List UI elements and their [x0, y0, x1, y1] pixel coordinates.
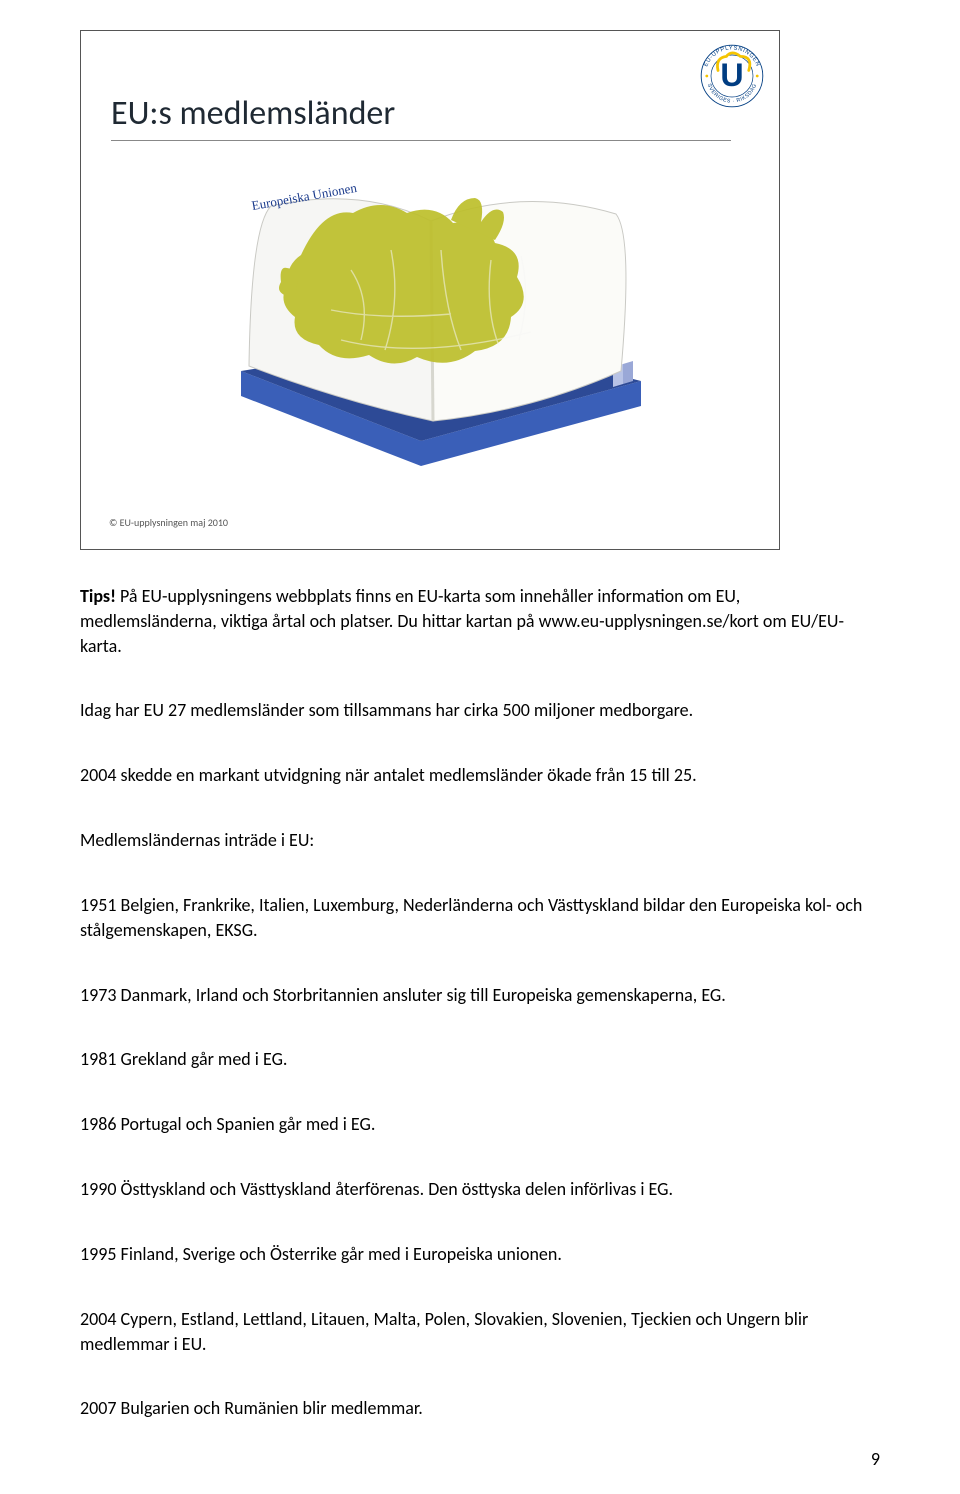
body-text: Tips! På EU-upplysningens webbplats finn…	[80, 584, 880, 1441]
paragraph-5: 1951 Belgien, Frankrike, Italien, Luxemb…	[80, 893, 880, 963]
paragraph-8: 1986 Portugal och Spanien går med i EG.	[80, 1112, 880, 1157]
paragraph-4: Medlemsländernas inträde i EU:	[80, 828, 880, 873]
paragraph-11: 2004 Cypern, Estland, Lettland, Litauen,…	[80, 1307, 880, 1377]
paragraph-6: 1973 Danmark, Irland och Storbritannien …	[80, 983, 880, 1028]
paragraph-2: Idag har EU 27 medlemsländer som tillsam…	[80, 698, 880, 743]
slide-title: EU:s medlemsländer	[111, 93, 731, 141]
slide-frame: EU-UPPLYSNINGEN SVERIGES · RIKSDAG U EU:…	[80, 30, 780, 550]
page-number: 9	[871, 1448, 880, 1470]
open-book-illustration	[221, 166, 661, 486]
paragraph-10: 1995 Finland, Sverige och Österrike går …	[80, 1242, 880, 1287]
tip-body: På EU-upplysningens webbplats finns en E…	[80, 585, 844, 657]
paragraph-3: 2004 skedde en markant utvidgning när an…	[80, 763, 880, 808]
svg-text:U: U	[720, 57, 743, 93]
page: EU-UPPLYSNINGEN SVERIGES · RIKSDAG U EU:…	[0, 0, 960, 1494]
tip-label: Tips!	[80, 585, 116, 607]
slide-copyright: © EU-upplysningen maj 2010	[109, 516, 228, 529]
paragraph-9: 1990 Östtyskland och Västtyskland återfö…	[80, 1177, 880, 1222]
paragraph-7: 1981 Grekland går med i EG.	[80, 1047, 880, 1092]
tip-paragraph: Tips! På EU-upplysningens webbplats finn…	[80, 584, 880, 678]
paragraph-12: 2007 Bulgarien och Rumänien blir medlemm…	[80, 1396, 880, 1441]
